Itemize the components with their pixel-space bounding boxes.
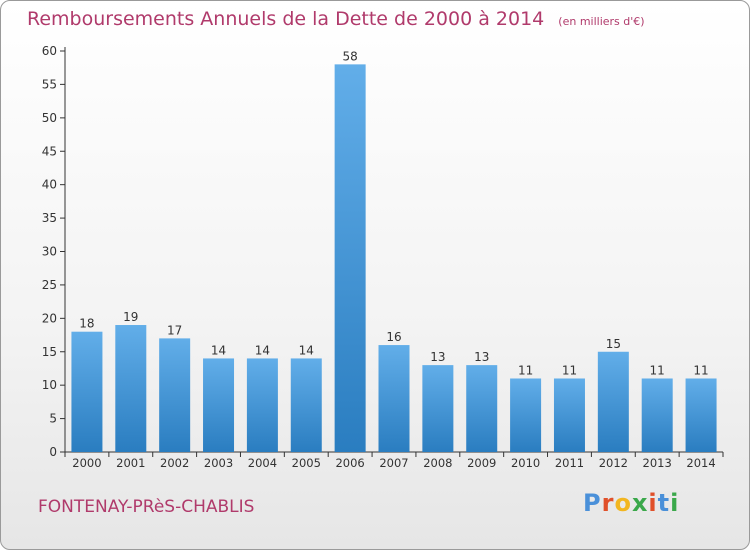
x-tick-label: 2014	[686, 456, 715, 470]
bar	[115, 325, 147, 452]
y-tick-label: 20	[42, 311, 57, 325]
data-label: 11	[650, 363, 665, 377]
x-tick-label: 2007	[379, 456, 408, 470]
title-text: Remboursements Annuels de la Dette de 20…	[27, 8, 545, 30]
bar	[510, 378, 542, 452]
y-tick-label: 15	[42, 345, 57, 359]
y-tick-label: 35	[42, 211, 57, 225]
x-tick-label: 2006	[335, 456, 364, 470]
y-tick-label: 10	[42, 378, 57, 392]
y-tick-label: 50	[42, 111, 57, 125]
title-unit: (en milliers d'€)	[558, 15, 645, 28]
logo-letter: o	[614, 489, 632, 517]
bar	[246, 358, 278, 452]
x-tick-label: 2002	[160, 456, 189, 470]
x-tick-label: 2013	[643, 456, 672, 470]
logo-letter: x	[631, 489, 649, 517]
logo-letter: i	[670, 489, 680, 517]
x-tick-label: 2011	[555, 456, 584, 470]
bar	[378, 345, 410, 452]
bar	[685, 378, 717, 452]
data-label: 13	[430, 350, 445, 364]
data-label: 11	[562, 363, 577, 377]
bar	[159, 338, 191, 452]
data-label: 11	[518, 363, 533, 377]
chart-title: Remboursements Annuels de la Dette de 20…	[27, 8, 645, 30]
y-tick-label: 55	[42, 77, 57, 91]
x-tick-label: 2010	[511, 456, 540, 470]
data-label: 11	[693, 363, 708, 377]
bar	[553, 378, 585, 452]
bar	[597, 351, 629, 452]
x-tick-label: 2012	[599, 456, 628, 470]
data-label: 17	[167, 323, 182, 337]
y-tick-label: 40	[42, 178, 57, 192]
data-label: 14	[211, 343, 226, 357]
data-label: 13	[474, 350, 489, 364]
bar	[334, 64, 366, 452]
y-tick-label: 5	[49, 412, 57, 426]
bar	[466, 365, 498, 452]
y-tick-label: 45	[42, 144, 57, 158]
logo-letter: t	[657, 489, 671, 517]
data-label: 16	[386, 330, 401, 344]
data-label: 18	[79, 317, 94, 331]
bar	[641, 378, 673, 452]
y-tick-label: 30	[42, 245, 57, 259]
logo-letter: P	[583, 489, 602, 517]
data-label: 14	[299, 343, 314, 357]
city-name: FONTENAY-PRèS-CHABLIS	[38, 497, 255, 517]
x-tick-label: 2000	[72, 456, 101, 470]
x-tick-label: 2004	[248, 456, 277, 470]
bar	[422, 365, 454, 452]
x-tick-label: 2001	[116, 456, 145, 470]
logo-letter: i	[648, 489, 658, 517]
data-label: 15	[606, 337, 621, 351]
y-tick-label: 0	[49, 445, 57, 459]
x-tick-label: 2005	[292, 456, 321, 470]
y-tick-label: 25	[42, 278, 57, 292]
bar	[290, 358, 322, 452]
x-tick-label: 2003	[204, 456, 233, 470]
data-label: 14	[255, 343, 270, 357]
data-label: 58	[342, 49, 357, 63]
x-tick-label: 2009	[467, 456, 496, 470]
y-tick-label: 60	[42, 44, 57, 58]
proxiti-logo[interactable]: Proxiti	[583, 489, 679, 517]
logo-letter: r	[601, 489, 615, 517]
bar	[203, 358, 235, 452]
x-tick-label: 2008	[423, 456, 452, 470]
data-label: 19	[123, 310, 138, 324]
bar	[71, 331, 103, 452]
